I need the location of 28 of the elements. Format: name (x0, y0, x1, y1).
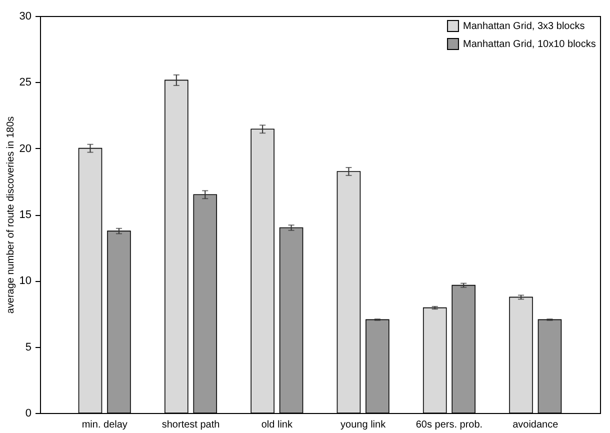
bar (250, 128, 274, 414)
legend-label: Manhattan Grid, 10x10 blocks (463, 39, 596, 50)
bar (366, 319, 390, 414)
bar (164, 80, 188, 414)
x-tick-label: 60s pers. prob. (416, 420, 483, 430)
bar (422, 307, 447, 414)
bar (107, 230, 131, 414)
y-tick-label: 15 (19, 209, 32, 221)
bar (193, 194, 218, 414)
bar (336, 171, 361, 414)
y-tick-label: 20 (19, 142, 32, 155)
legend-label: Manhattan Grid, 3x3 blocks (463, 21, 585, 32)
y-axis-title: average number of route discoveries in 180s (5, 116, 16, 314)
y-tick-label: 10 (19, 275, 32, 288)
x-tick-label: shortest path (162, 420, 220, 430)
bar (538, 319, 562, 414)
bar (78, 148, 102, 414)
bar (509, 296, 533, 414)
bar (452, 284, 476, 414)
y-tick-label: 25 (19, 76, 32, 89)
x-tick-label: old link (261, 420, 294, 430)
bar (279, 227, 304, 414)
x-tick-label: young link (340, 420, 387, 430)
y-tick-label: 0 (25, 408, 32, 420)
x-tick-label: min. delay (82, 420, 128, 430)
x-tick-label: avoidance (512, 420, 559, 430)
y-tick-label: 30 (19, 10, 32, 22)
y-tick-label: 5 (25, 341, 32, 354)
